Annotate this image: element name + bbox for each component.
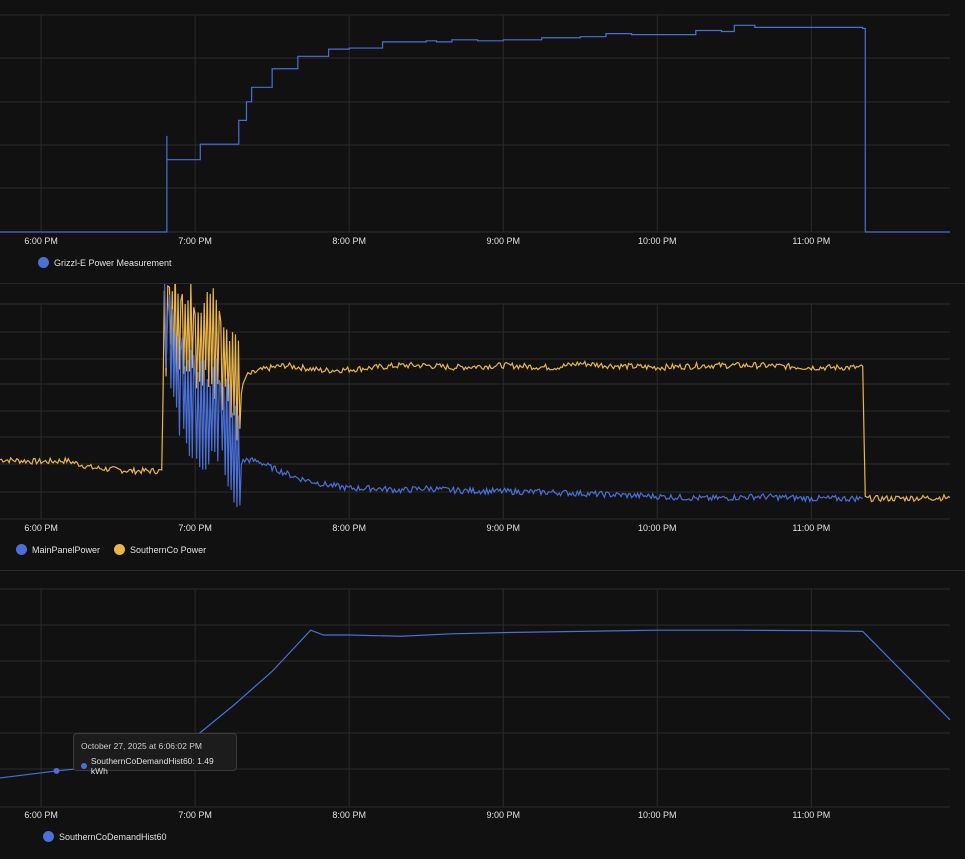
tooltip-series-dot bbox=[81, 763, 87, 769]
x-tick-label: 11:00 PM bbox=[792, 810, 830, 820]
x-tick-label: 10:00 PM bbox=[638, 810, 677, 820]
power-legend: MainPanelPower SouthernCo Power bbox=[16, 544, 206, 555]
x-tick-label: 9:00 PM bbox=[486, 810, 520, 820]
legend-label-grizzle: Grizzl-E Power Measurement bbox=[54, 257, 172, 268]
panel-separator bbox=[0, 570, 965, 571]
x-tick-label: 9:00 PM bbox=[486, 236, 520, 246]
legend-dot-demand bbox=[43, 831, 54, 842]
series-line-southernco-power[interactable] bbox=[0, 284, 951, 503]
panel-separator bbox=[0, 283, 965, 284]
demand-legend: SouthernCoDemandHist60 bbox=[43, 831, 167, 842]
x-tick-label: 10:00 PM bbox=[638, 523, 677, 533]
x-tick-label: 10:00 PM bbox=[638, 236, 677, 246]
legend-item-southernco[interactable]: SouthernCo Power bbox=[114, 544, 206, 555]
tooltip-entry-row: SouthernCoDemandHist60: 1.49 kWh bbox=[81, 756, 229, 776]
legend-label-southernco: SouthernCo Power bbox=[130, 544, 207, 555]
grizzle-power-chart[interactable]: 6:00 PM 7:00 PM 8:00 PM 9:00 PM 10:00 PM 11:0… bbox=[0, 0, 965, 250]
series-line-grizzl-e-power-measurement[interactable] bbox=[0, 24, 950, 233]
tooltip-timestamp: October 27, 2025 at 6:06:02 PM bbox=[81, 741, 202, 751]
x-tick-label: 7:00 PM bbox=[178, 810, 212, 820]
x-tick-label: 8:00 PM bbox=[332, 523, 366, 533]
x-tick-label: 6:00 PM bbox=[24, 810, 58, 820]
legend-label-mainpanel: MainPanelPower bbox=[32, 544, 101, 555]
x-tick-label: 6:00 PM bbox=[24, 236, 58, 246]
legend-item-demand[interactable]: SouthernCoDemandHist60 bbox=[43, 831, 167, 842]
x-tick-label: 11:00 PM bbox=[792, 236, 830, 246]
x-tick-label: 7:00 PM bbox=[178, 523, 212, 533]
grizzle-legend: Grizzl-E Power Measurement bbox=[38, 257, 172, 268]
x-tick-label: 9:00 PM bbox=[486, 523, 520, 533]
chart-tooltip: October 27, 2025 at 6:06:02 PM SouthernC… bbox=[73, 733, 237, 776]
tooltip-entry: SouthernCoDemandHist60: 1.49 kWh bbox=[90, 756, 214, 776]
series-line-mainpanelpower[interactable] bbox=[164, 284, 863, 508]
x-tick-label: 7:00 PM bbox=[178, 236, 212, 246]
legend-dot-grizzle bbox=[38, 257, 49, 268]
power-comparison-chart[interactable]: 6:00 PM 7:00 PM 8:00 PM 9:00 PM 10:00 PM 11:0… bbox=[0, 284, 965, 538]
x-tick-label: 8:00 PM bbox=[332, 236, 366, 246]
hover-point bbox=[53, 767, 60, 774]
x-tick-label: 6:00 PM bbox=[24, 523, 58, 533]
grizzle-power-panel: 6:00 PM 7:00 PM 8:00 PM 9:00 PM 10:00 PM 11:0… bbox=[0, 0, 965, 283]
power-comparison-panel: 6:00 PM 7:00 PM 8:00 PM 9:00 PM 10:00 PM 11:0… bbox=[0, 284, 965, 570]
x-tick-label: 8:00 PM bbox=[332, 810, 366, 820]
x-tick-label: 11:00 PM bbox=[792, 523, 830, 533]
legend-item-mainpanel[interactable]: MainPanelPower bbox=[16, 544, 100, 555]
demand-panel: 6:00 PM 7:00 PM 8:00 PM 9:00 PM 10:00 PM 11:0… bbox=[0, 571, 965, 859]
legend-item-grizzle[interactable]: Grizzl-E Power Measurement bbox=[38, 257, 172, 268]
legend-dot-southernco bbox=[114, 544, 126, 555]
legend-label-demand: SouthernCoDemandHist60 bbox=[59, 831, 167, 842]
demand-chart[interactable]: 6:00 PM 7:00 PM 8:00 PM 9:00 PM 10:00 PM 11:0… bbox=[0, 571, 965, 827]
legend-dot-mainpanel bbox=[16, 544, 27, 555]
